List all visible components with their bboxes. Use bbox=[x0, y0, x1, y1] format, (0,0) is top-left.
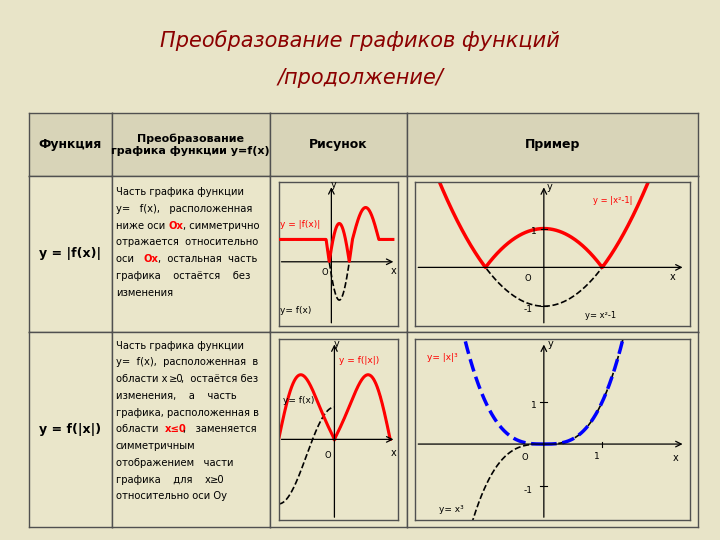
Text: O: O bbox=[524, 274, 531, 283]
Text: y=  f(x),  расположенная  в: y= f(x), расположенная в bbox=[116, 357, 258, 367]
Text: ,   заменяется: , заменяется bbox=[183, 424, 256, 434]
Text: y: y bbox=[548, 339, 554, 349]
Text: ниже оси: ниже оси bbox=[116, 221, 168, 231]
Text: y= f(x): y= f(x) bbox=[280, 306, 312, 315]
Text: -1: -1 bbox=[523, 305, 532, 314]
Text: Пример: Пример bbox=[525, 138, 580, 151]
Text: 1: 1 bbox=[531, 401, 536, 410]
Text: Преобразование графиков функций: Преобразование графиков функций bbox=[160, 30, 560, 51]
Text: отражается  относительно: отражается относительно bbox=[116, 238, 258, 247]
Text: y= x²-1: y= x²-1 bbox=[585, 311, 616, 320]
Text: y: y bbox=[546, 182, 552, 192]
Text: y = |f(x)|: y = |f(x)| bbox=[39, 247, 102, 260]
Text: O: O bbox=[522, 453, 528, 462]
Text: графика    остаётся    без: графика остаётся без bbox=[116, 271, 251, 281]
Text: области: области bbox=[116, 424, 165, 434]
Text: y= |x|³: y= |x|³ bbox=[427, 353, 458, 362]
Text: , симметрично: , симметрично bbox=[183, 221, 259, 231]
Text: ≥0: ≥0 bbox=[210, 475, 224, 484]
Text: x: x bbox=[670, 272, 675, 282]
Text: Ox: Ox bbox=[143, 254, 158, 264]
Text: 1: 1 bbox=[531, 227, 536, 237]
Text: изменения,    а    часть: изменения, а часть bbox=[116, 391, 237, 401]
Text: Рисунок: Рисунок bbox=[309, 138, 368, 151]
Text: x: x bbox=[391, 449, 397, 458]
Text: O: O bbox=[325, 451, 331, 460]
Text: x≤0: x≤0 bbox=[165, 424, 186, 434]
Text: Преобразование
графика функции y=f(x): Преобразование графика функции y=f(x) bbox=[112, 133, 270, 156]
Text: ,  остаётся без: , остаётся без bbox=[181, 374, 258, 384]
Text: Ox: Ox bbox=[168, 221, 184, 231]
Text: отображением   части: отображением части bbox=[116, 458, 233, 468]
Text: y = |f(x)|: y = |f(x)| bbox=[280, 220, 320, 228]
Text: y= x³: y= x³ bbox=[438, 504, 464, 514]
Text: y: y bbox=[334, 339, 340, 349]
Text: относительно оси Oy: относительно оси Oy bbox=[116, 491, 227, 501]
Text: /продолжение/: /продолжение/ bbox=[277, 68, 443, 87]
Text: изменения: изменения bbox=[116, 288, 173, 298]
Text: -1: -1 bbox=[523, 485, 532, 495]
Text: O: O bbox=[322, 268, 328, 278]
Text: 1: 1 bbox=[593, 452, 599, 461]
Text: x: x bbox=[672, 453, 678, 463]
Text: Часть графика функции: Часть графика функции bbox=[116, 341, 244, 350]
Text: Функция: Функция bbox=[39, 138, 102, 151]
Text: y= f(x): y= f(x) bbox=[284, 396, 315, 405]
Text: x: x bbox=[391, 266, 397, 276]
Text: y = f(|x|): y = f(|x|) bbox=[39, 423, 102, 436]
Text: оси: оси bbox=[116, 254, 140, 264]
Text: y: y bbox=[330, 180, 336, 191]
Text: y = |x²-1|: y = |x²-1| bbox=[593, 197, 633, 205]
Text: симметричным: симметричным bbox=[116, 441, 196, 451]
Text: y=   f(x),   расположенная: y= f(x), расположенная bbox=[116, 204, 252, 214]
Text: y = f(|x|): y = f(|x|) bbox=[339, 356, 379, 365]
Text: графика, расположенная в: графика, расположенная в bbox=[116, 408, 259, 417]
Text: области x: области x bbox=[116, 374, 171, 384]
Text: графика    для    x: графика для x bbox=[116, 475, 223, 484]
Text: Часть графика функции: Часть графика функции bbox=[116, 187, 244, 197]
Text: ≥0: ≥0 bbox=[168, 374, 183, 384]
Text: ,  остальная  часть: , остальная часть bbox=[158, 254, 257, 264]
